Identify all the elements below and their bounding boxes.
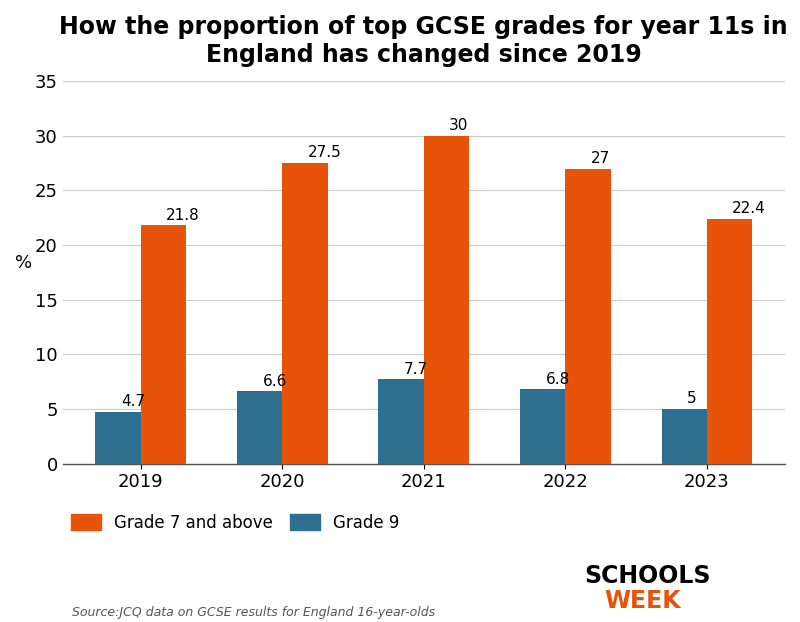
Text: WEEK: WEEK <box>604 588 681 613</box>
Y-axis label: %: % <box>15 254 32 272</box>
Text: 5: 5 <box>687 391 697 406</box>
Bar <box>424 136 469 463</box>
Bar <box>237 391 282 463</box>
Text: SCHOOLS: SCHOOLS <box>584 564 710 588</box>
Bar <box>566 169 610 463</box>
Text: 27: 27 <box>590 151 610 166</box>
Text: 6.8: 6.8 <box>546 371 570 386</box>
Text: 21.8: 21.8 <box>166 208 200 223</box>
Text: 4.7: 4.7 <box>121 394 145 409</box>
Text: 27.5: 27.5 <box>308 146 342 160</box>
Bar <box>282 163 327 463</box>
Bar <box>662 409 707 463</box>
Bar <box>95 412 141 463</box>
Text: 7.7: 7.7 <box>404 362 428 377</box>
Legend: Grade 7 and above, Grade 9: Grade 7 and above, Grade 9 <box>71 514 399 532</box>
Title: How the proportion of top GCSE grades for year 11s in
England has changed since : How the proportion of top GCSE grades fo… <box>59 15 788 67</box>
Bar <box>141 225 186 463</box>
Text: 22.4: 22.4 <box>732 201 766 216</box>
Bar <box>520 389 566 463</box>
Bar <box>707 219 752 463</box>
Bar <box>378 379 424 463</box>
Text: Source:JCQ data on GCSE results for England 16-year-olds: Source:JCQ data on GCSE results for Engl… <box>72 606 435 619</box>
Text: 30: 30 <box>450 118 469 133</box>
Text: 6.6: 6.6 <box>262 374 286 389</box>
